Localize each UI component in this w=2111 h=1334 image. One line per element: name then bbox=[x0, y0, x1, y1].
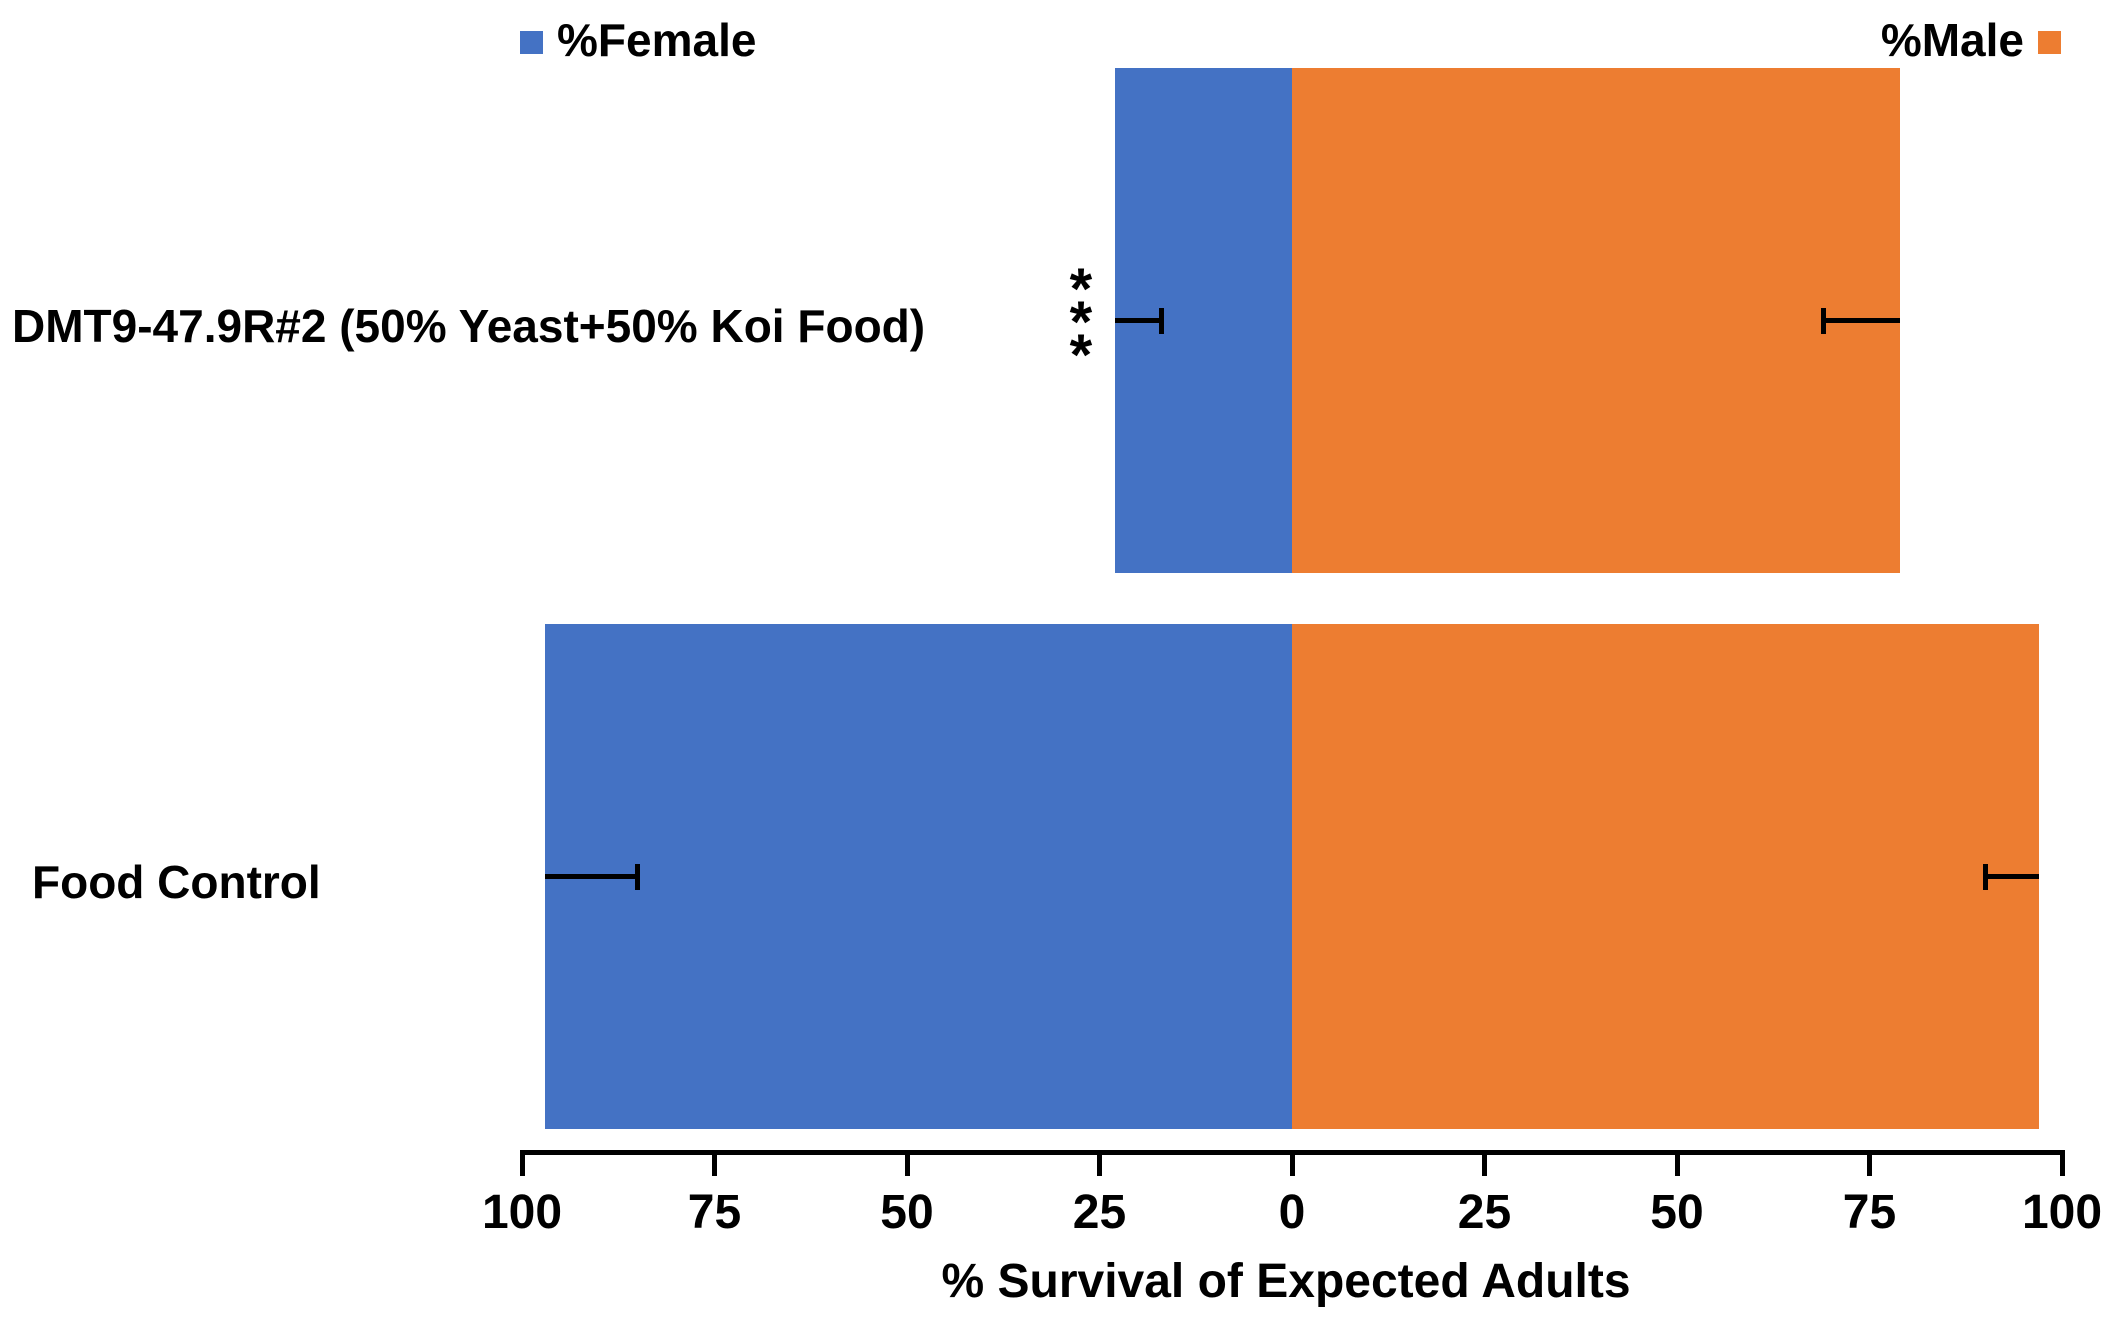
bar-female bbox=[545, 624, 1292, 1129]
male-legend-swatch-icon bbox=[2038, 30, 2061, 54]
bar-male bbox=[1292, 624, 2039, 1129]
legend-female: %Female bbox=[520, 14, 756, 66]
x-axis-tick bbox=[904, 1150, 910, 1176]
error-bar-line bbox=[1985, 874, 2039, 879]
x-axis-tick bbox=[1482, 1150, 1487, 1176]
x-axis-tick-label: 50 bbox=[880, 1186, 934, 1239]
legend-male: %Male bbox=[1881, 14, 2061, 66]
bar-male bbox=[1292, 68, 1901, 573]
x-axis-tick bbox=[1289, 1150, 1295, 1176]
category-label: DMT9-47.9R#2 (50% Yeast+50% Koi Food) bbox=[12, 299, 926, 352]
x-axis-tick bbox=[1674, 1150, 1680, 1176]
error-bar-line bbox=[1114, 318, 1162, 323]
x-axis-tick-label: 100 bbox=[481, 1186, 563, 1239]
asterisk-glyph: * bbox=[1069, 256, 1093, 322]
x-axis-tick bbox=[712, 1150, 717, 1176]
significance-marker: * * * bbox=[1059, 256, 1103, 388]
error-bar-cap bbox=[1982, 863, 1988, 890]
error-bar-cap bbox=[1820, 307, 1826, 334]
x-axis-tick bbox=[1867, 1150, 1872, 1176]
error-bar-cap bbox=[635, 863, 640, 890]
x-axis-tick-label: 100 bbox=[2021, 1186, 2103, 1239]
legend-male-label: %Male bbox=[1880, 14, 2024, 66]
female-legend-swatch-icon bbox=[520, 30, 543, 54]
x-axis-tick-label: 75 bbox=[1842, 1186, 1897, 1239]
error-bar-cap bbox=[1158, 307, 1164, 334]
x-axis-tick bbox=[519, 1150, 525, 1176]
legend-female-label: %Female bbox=[557, 14, 757, 66]
x-axis-tick-label: 75 bbox=[687, 1186, 742, 1239]
error-bar-line bbox=[545, 874, 638, 879]
x-axis-tick-label: 25 bbox=[1072, 1186, 1127, 1239]
x-axis-tick bbox=[2059, 1150, 2065, 1176]
x-axis-tick-label: 0 bbox=[1278, 1186, 1306, 1239]
asterisk-glyph: * bbox=[1069, 322, 1093, 388]
x-axis-tick-label: 25 bbox=[1457, 1186, 1512, 1239]
x-axis-title: % Survival of Expected Adults bbox=[941, 1255, 1631, 1308]
asterisk-glyph: * bbox=[1069, 289, 1093, 355]
x-axis-tick-label: 50 bbox=[1650, 1186, 1704, 1239]
error-bar-line bbox=[1823, 318, 1901, 323]
category-label: Food Control bbox=[32, 855, 321, 908]
x-axis-tick bbox=[1097, 1150, 1102, 1176]
